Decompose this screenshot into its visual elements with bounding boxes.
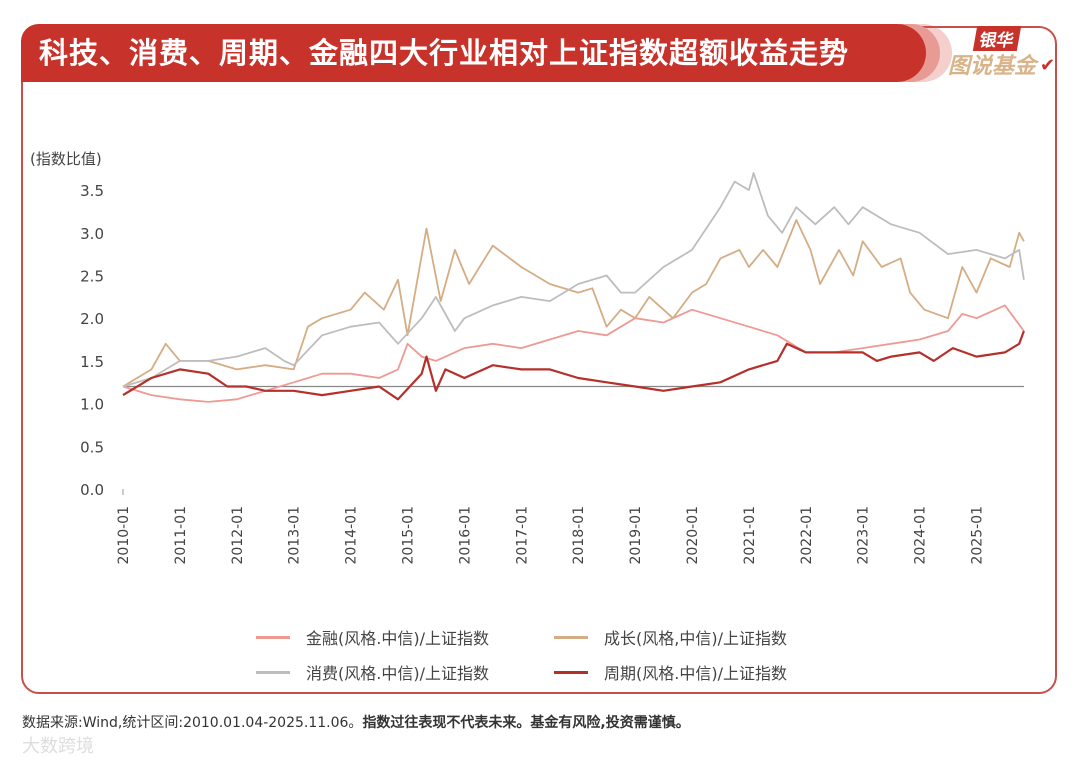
series-line-3 bbox=[122, 330, 1025, 401]
x-tick-label: 2015-01 bbox=[401, 506, 417, 565]
x-tick-label: 2011-01 bbox=[173, 506, 189, 565]
legend-swatch bbox=[256, 635, 290, 639]
series-line-0 bbox=[122, 304, 1025, 403]
watermark: 大数跨境 bbox=[22, 736, 94, 757]
x-tick-label: 2021-01 bbox=[742, 506, 758, 565]
legend-swatch bbox=[554, 635, 588, 639]
y-tick-label: 1.5 bbox=[80, 353, 104, 371]
y-tick-label: 2.0 bbox=[80, 310, 104, 328]
y-tick-label: 0.0 bbox=[80, 481, 104, 499]
legend-swatch bbox=[554, 670, 588, 674]
legend-label: 周期(风格.中信)/上证指数 bbox=[604, 664, 787, 683]
logo-text: 图说基金 bbox=[948, 54, 1037, 79]
x-tick-label: 2022-01 bbox=[799, 506, 815, 565]
page-title: 科技、消费、周期、金融四大行业相对上证指数超额收益走势 bbox=[21, 24, 926, 82]
legend-swatch bbox=[256, 670, 290, 674]
legend-item: 消费(风格.中信)/上证指数 bbox=[256, 660, 489, 684]
x-tick-label: 2017-01 bbox=[514, 506, 530, 565]
legend-label: 金融(风格.中信)/上证指数 bbox=[306, 629, 489, 648]
y-tick-label: 1.0 bbox=[80, 396, 104, 414]
x-tick-label: 2025-01 bbox=[970, 506, 986, 565]
x-tick-label: 2013-01 bbox=[287, 506, 303, 565]
x-tick-label: 2018-01 bbox=[571, 506, 587, 565]
data-source: 数据来源:Wind,统计区间:2010.01.04-2025.11.06。 bbox=[22, 715, 363, 731]
x-tick-label: 2020-01 bbox=[685, 506, 701, 565]
x-tick-label: 2023-01 bbox=[856, 506, 872, 565]
y-tick-label: 0.5 bbox=[80, 438, 104, 456]
legend-label: 成长(风格,中信)/上证指数 bbox=[604, 629, 787, 648]
legend-item: 成长(风格,中信)/上证指数 bbox=[554, 625, 787, 649]
risk-disclaimer: 指数过往表现不代表未来。基金有风险,投资需谨慎。 bbox=[362, 715, 690, 731]
footer-note: 数据来源:Wind,统计区间:2010.01.04-2025.11.06。指数过… bbox=[22, 712, 690, 732]
y-tick-label: 3.0 bbox=[80, 225, 104, 243]
x-tick-label: 2012-01 bbox=[230, 506, 246, 565]
legend-item: 金融(风格.中信)/上证指数 bbox=[256, 625, 489, 649]
legend-item: 周期(风格.中信)/上证指数 bbox=[554, 660, 787, 684]
legend-label: 消费(风格.中信)/上证指数 bbox=[306, 664, 489, 683]
x-tick-label: 2016-01 bbox=[457, 506, 473, 564]
series-line-2 bbox=[122, 172, 1025, 388]
check-icon: ✔ bbox=[1040, 55, 1056, 76]
y-tick-label: 2.5 bbox=[80, 268, 104, 286]
y-axis-label: (指数比值) bbox=[30, 150, 102, 168]
x-tick-label: 2014-01 bbox=[344, 506, 360, 565]
x-tick-label: 2010-01 bbox=[116, 506, 132, 565]
series-line-1 bbox=[122, 219, 1025, 388]
y-tick-label: 3.5 bbox=[80, 182, 104, 200]
x-tick-label: 2024-01 bbox=[913, 506, 929, 565]
x-tick-label: 2019-01 bbox=[628, 506, 644, 565]
